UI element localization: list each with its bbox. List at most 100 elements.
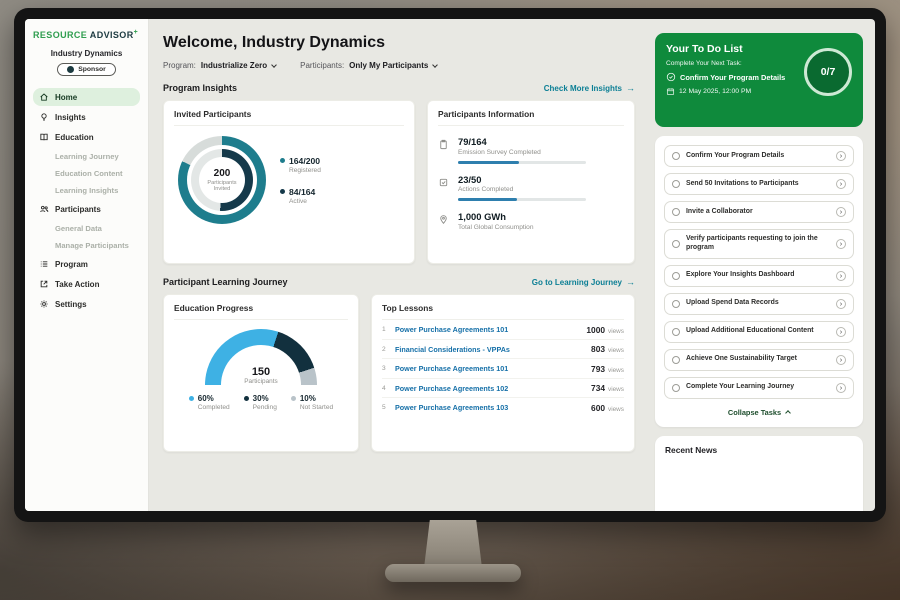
sidebar-item-manage-participants[interactable]: Manage Participants: [55, 240, 129, 250]
task-checkbox[interactable]: [672, 152, 680, 160]
todo-due-date: 12 May 2025, 12:00 PM: [666, 87, 852, 96]
legend-dot-registered: [280, 158, 285, 163]
metric-label: Actions Completed: [458, 186, 514, 193]
chevron-right-icon[interactable]: ›: [836, 354, 846, 365]
card-title: Top Lessons: [382, 303, 624, 320]
sidebar-item-participants[interactable]: Participants: [33, 200, 140, 218]
legend-active: 84/164 Active: [280, 187, 321, 205]
sponsor-badge-label: Sponsor: [78, 66, 106, 73]
go-to-learning-journey-link[interactable]: Go to Learning Journey →: [532, 277, 635, 287]
todo-subtitle: Complete Your Next Task:: [666, 60, 742, 67]
program-insights-header: Program Insights Check More Insights →: [163, 83, 635, 93]
task-item[interactable]: Explore Your Insights Dashboard ›: [664, 264, 854, 287]
task-item[interactable]: Upload Additional Educational Content ›: [664, 320, 854, 343]
sidebar-item-insights[interactable]: Insights: [33, 108, 140, 126]
sidebar-item-learning-journey[interactable]: Learning Journey: [55, 151, 119, 161]
sidebar-item-general-data[interactable]: General Data: [55, 223, 102, 233]
legend-value: 60%: [197, 394, 214, 403]
task-label: Send 50 Invitations to Participants: [686, 179, 799, 187]
lesson-link[interactable]: Financial Considerations - VPPAs: [395, 344, 510, 354]
task-item[interactable]: Achieve One Sustainability Target ›: [664, 348, 854, 371]
collapse-tasks-label: Collapse Tasks: [727, 407, 782, 417]
lesson-views-value: 734: [591, 383, 606, 393]
chevron-right-icon[interactable]: ›: [836, 382, 846, 393]
chevron-right-icon[interactable]: ›: [836, 326, 846, 337]
page-title: Welcome, Industry Dynamics: [163, 34, 385, 51]
task-label: Explore Your Insights Dashboard: [686, 271, 795, 279]
lesson-link[interactable]: Power Purchase Agreements 101: [395, 325, 509, 334]
section-title-program-insights: Program Insights: [163, 83, 238, 93]
sidebar-item-label: Education: [55, 132, 94, 142]
chevron-right-icon[interactable]: ›: [836, 238, 846, 249]
action-arrow-icon: [40, 280, 48, 288]
chevron-down-icon: [432, 61, 439, 68]
arrow-right-icon: →: [626, 277, 635, 287]
sponsor-icon: [67, 66, 75, 73]
progress-bar-emission: [458, 160, 586, 164]
insights-cards-row: Invited Participants 200 Participants In…: [163, 100, 635, 264]
task-label: Verify participants requesting to join t…: [686, 235, 818, 251]
book-icon: [40, 133, 48, 141]
lesson-views-label: views: [608, 386, 624, 393]
legend-pending: 30% Pending: [243, 394, 277, 411]
todo-tasks-card: Confirm Your Program Details › Send 50 I…: [655, 136, 863, 427]
task-label: Upload Additional Educational Content: [686, 327, 814, 335]
sponsor-badge[interactable]: Sponsor: [57, 63, 116, 76]
lesson-row: 4 Power Purchase Agreements 102 734 views: [382, 379, 624, 398]
task-item[interactable]: Confirm Your Program Details ›: [664, 145, 854, 167]
task-checkbox[interactable]: [672, 271, 680, 280]
task-label: Confirm Your Program Details: [686, 151, 785, 159]
legend-value: 10%: [299, 394, 316, 403]
collapse-tasks-link[interactable]: Collapse Tasks: [664, 405, 854, 424]
chevron-right-icon[interactable]: ›: [836, 270, 846, 281]
card-title: Education Progress: [174, 303, 348, 320]
task-checkbox[interactable]: [672, 180, 680, 188]
chevron-right-icon[interactable]: ›: [836, 298, 846, 309]
actions-completed-row: 23/50 Actions Completed: [438, 174, 624, 201]
participants-dropdown[interactable]: Participants: Only My Participants: [300, 61, 439, 70]
sidebar-item-education[interactable]: Education: [33, 128, 140, 146]
task-checkbox[interactable]: [672, 299, 680, 308]
task-checkbox[interactable]: [672, 208, 680, 216]
chevron-right-icon[interactable]: ›: [836, 207, 846, 217]
sidebar-item-education-content[interactable]: Education Content: [55, 168, 123, 178]
program-dropdown[interactable]: Program: Industrialize Zero: [163, 61, 277, 70]
todo-panel: Your To Do List Complete Your Next Task:…: [649, 19, 875, 511]
lesson-rank: 3: [382, 365, 386, 372]
task-checkbox[interactable]: [672, 355, 680, 364]
task-item[interactable]: Send 50 Invitations to Participants ›: [664, 173, 854, 195]
brand-plus: +: [133, 29, 139, 36]
filter-bar: Program: Industrialize Zero Participants…: [163, 61, 635, 70]
lesson-link[interactable]: Power Purchase Agreements 103: [395, 403, 509, 412]
lesson-row: 3 Power Purchase Agreements 101 793 views: [382, 359, 624, 379]
gear-icon: [40, 300, 48, 308]
invited-participants-card: Invited Participants 200 Participants In…: [163, 100, 415, 264]
sidebar-item-settings[interactable]: Settings: [33, 295, 140, 313]
sidebar-item-learning-insights[interactable]: Learning Insights: [55, 185, 119, 195]
location-pin-icon: [438, 211, 450, 231]
task-checkbox[interactable]: [672, 327, 680, 336]
task-checkbox[interactable]: [672, 383, 680, 392]
top-lessons-card: Top Lessons 1 Power Purchase Agreements …: [371, 294, 635, 452]
sidebar-item-take-action[interactable]: Take Action: [33, 275, 140, 293]
lesson-rank: 5: [382, 404, 386, 411]
task-checkbox[interactable]: [672, 239, 680, 248]
check-more-insights-link[interactable]: Check More Insights →: [544, 83, 635, 93]
metric-label: Emission Survey Completed: [458, 148, 541, 156]
participants-dropdown-label: Participants:: [300, 61, 345, 70]
legend-completed: 60% Completed: [188, 394, 230, 411]
task-item[interactable]: Complete Your Learning Journey ›: [664, 376, 854, 399]
lesson-rank: 2: [382, 345, 386, 353]
task-item[interactable]: Invite a Collaborator ›: [664, 201, 854, 223]
monitor-stand-base: [385, 564, 521, 582]
sidebar-item-program[interactable]: Program: [33, 255, 140, 273]
task-item[interactable]: Verify participants requesting to join t…: [664, 229, 854, 259]
lesson-link[interactable]: Power Purchase Agreements 101: [395, 364, 509, 373]
chevron-right-icon[interactable]: ›: [836, 151, 846, 161]
chevron-right-icon[interactable]: ›: [836, 179, 846, 189]
task-item[interactable]: Upload Spend Data Records ›: [664, 292, 854, 315]
sidebar-item-home[interactable]: Home: [33, 88, 140, 106]
main-content: Welcome, Industry Dynamics Program: Indu…: [149, 19, 649, 511]
lesson-link[interactable]: Power Purchase Agreements 102: [395, 383, 509, 393]
